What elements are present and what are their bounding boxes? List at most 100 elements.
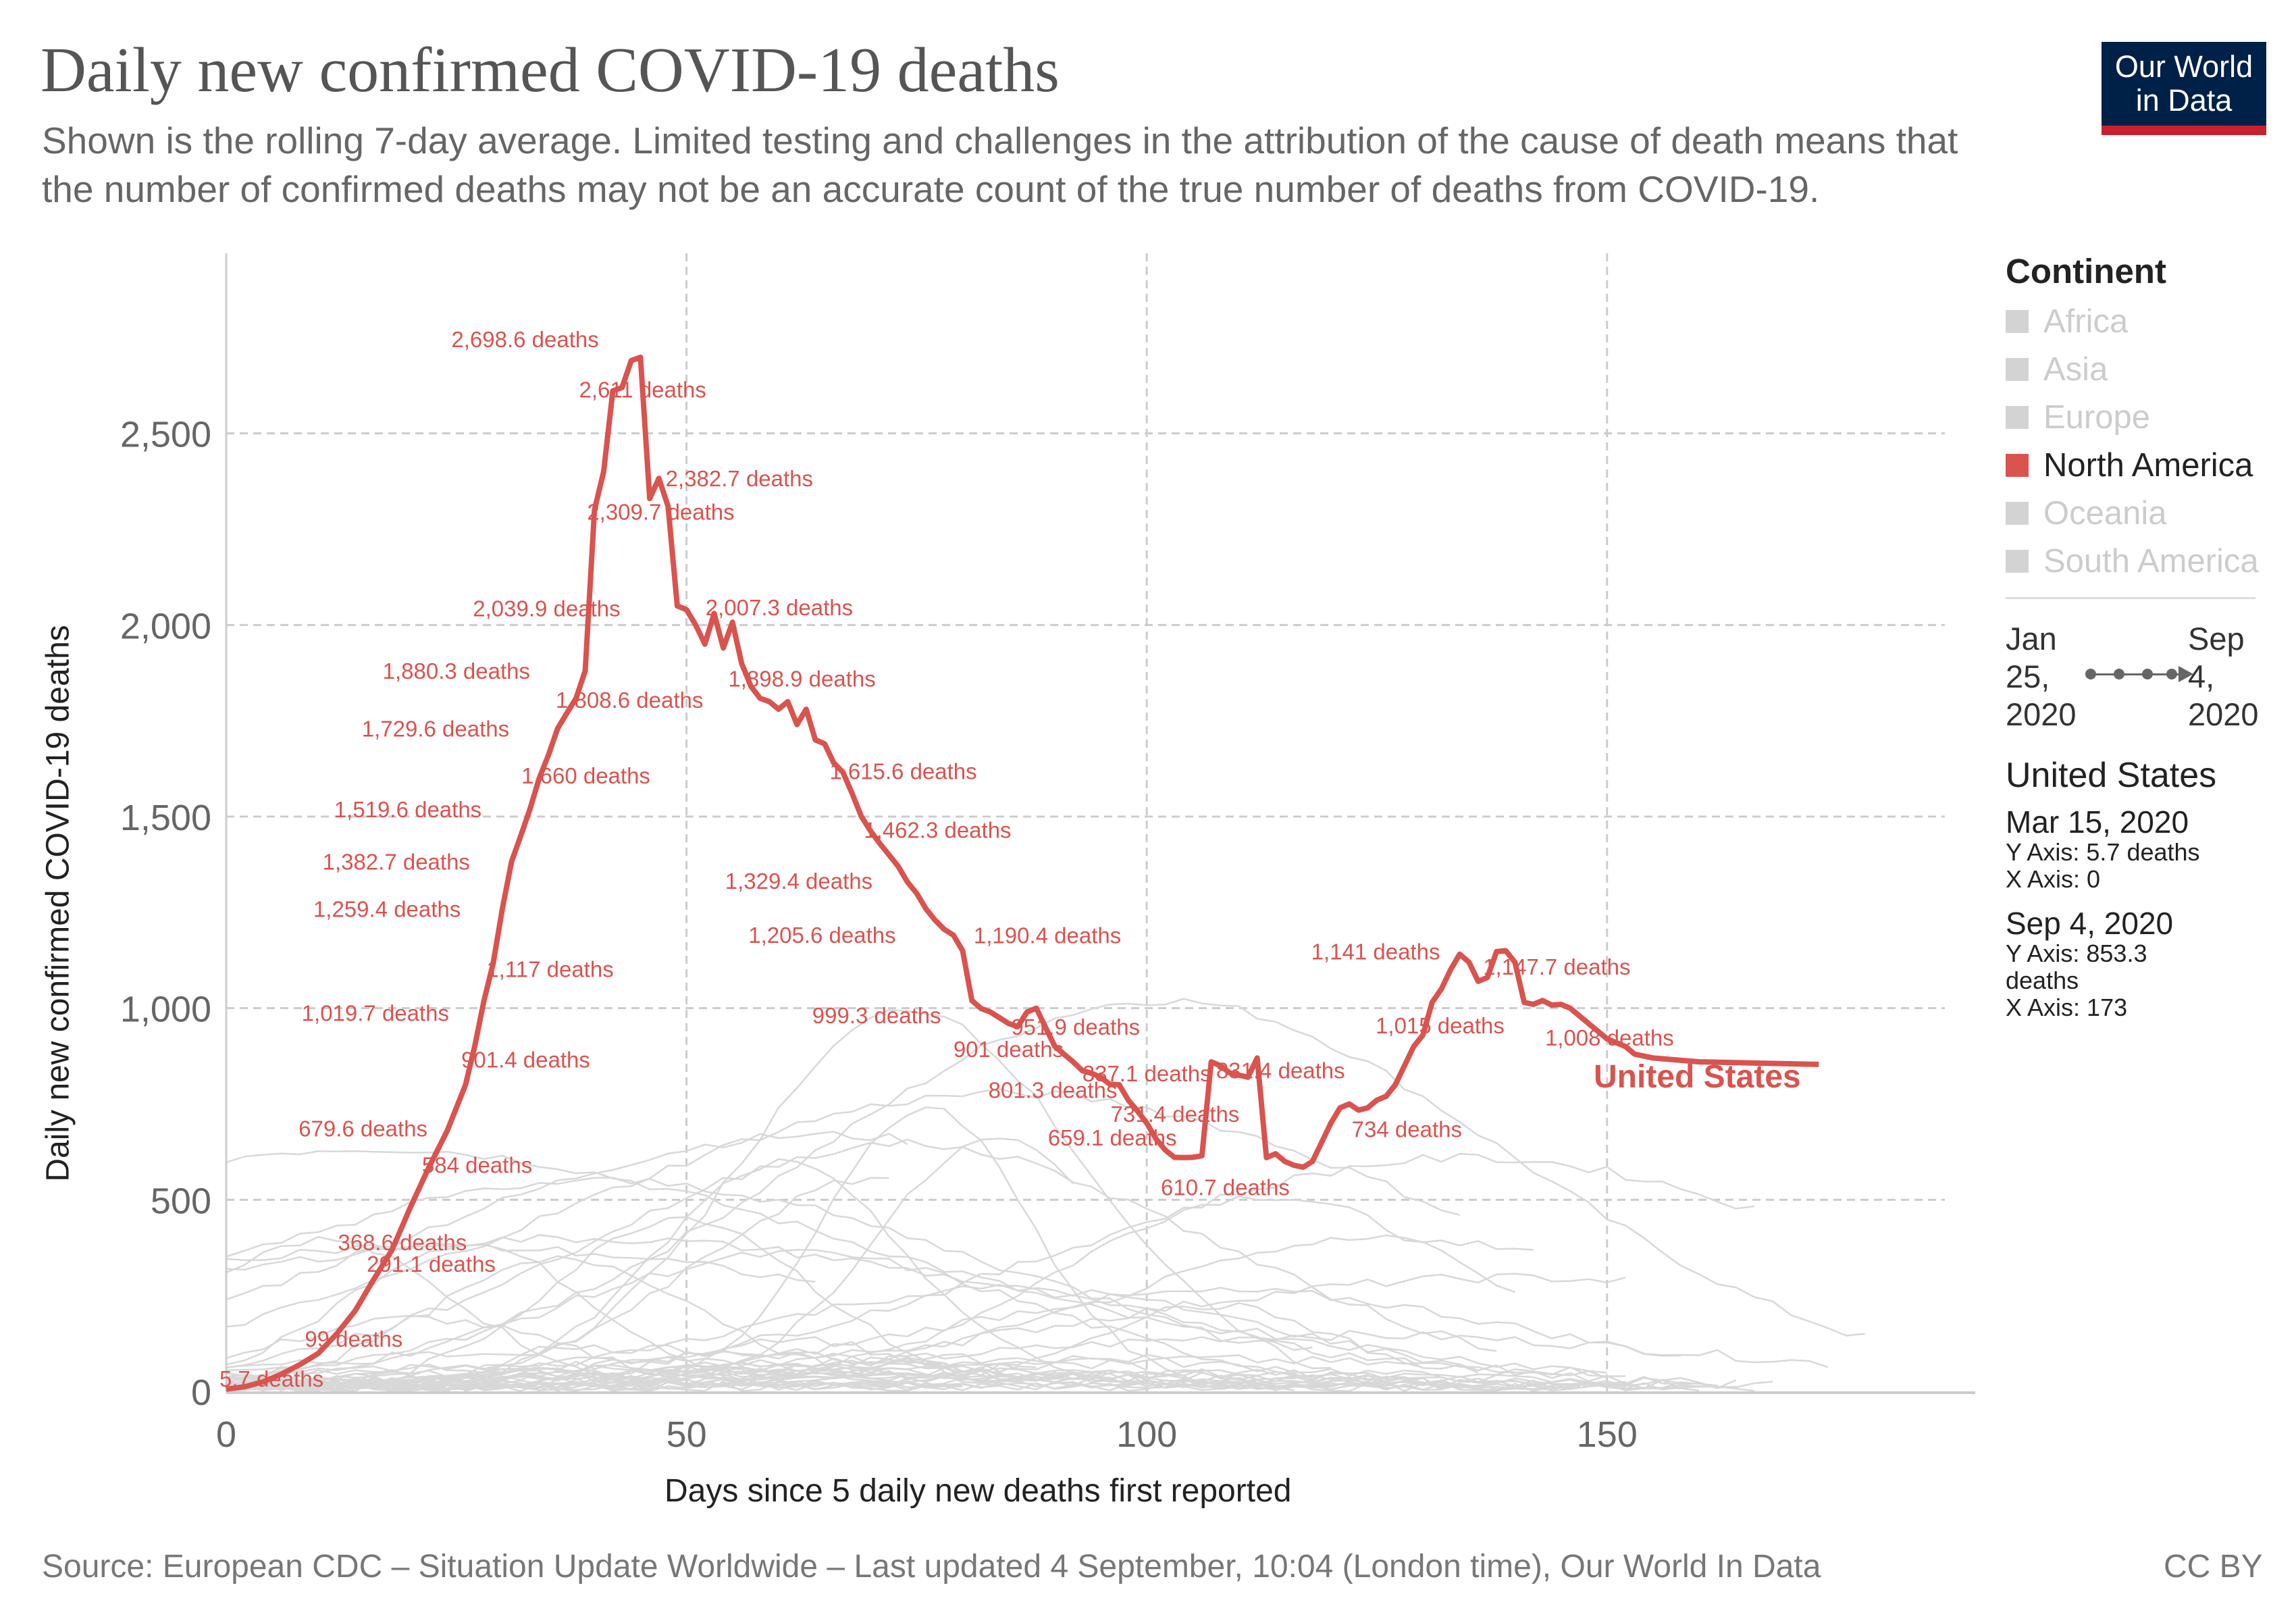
y-tick-label: 1,000	[120, 989, 211, 1030]
data-label: 2,382.7 deaths	[666, 466, 813, 491]
timeline-track[interactable]	[2091, 673, 2180, 675]
timeline-start-month: Jan	[2006, 621, 2057, 657]
license-link[interactable]: CC BY	[2164, 1549, 2263, 1585]
info-first-x: X Axis: 0	[2006, 865, 2101, 893]
chart-title: Daily new confirmed COVID-19 deaths	[41, 35, 1060, 105]
timeline-end-month: Sep	[2188, 621, 2245, 657]
chart-subtitle: Shown is the rolling 7-day average. Limi…	[42, 120, 1958, 210]
info-first-date: Mar 15, 2020	[2006, 804, 2189, 840]
background-series-line	[226, 1138, 1497, 1369]
y-tick-label: 2,000	[120, 606, 211, 646]
timeline-handle-start[interactable]	[2085, 669, 2096, 679]
legend-swatch	[2006, 358, 2029, 381]
timeline-marker	[2142, 669, 2153, 679]
data-label: 801.3 deaths	[989, 1077, 1118, 1102]
data-label: 1,615.6 deaths	[829, 758, 976, 783]
background-series-line	[226, 1243, 798, 1384]
data-label: 1,015 deaths	[1376, 1013, 1505, 1038]
timeline-start[interactable]: Jan 25, 2020	[2006, 620, 2077, 734]
data-label: 1,147.7 deaths	[1483, 954, 1630, 979]
x-axis-title: Days since 5 daily new deaths first repo…	[664, 1473, 1292, 1509]
logo-line-1: Our World	[2114, 49, 2253, 84]
data-label: 368.6 deaths	[338, 1230, 467, 1255]
info-last-y-unit: deaths	[2006, 967, 2079, 994]
data-label: 1,880.3 deaths	[383, 659, 530, 684]
info-last-date: Sep 4, 2020	[2006, 906, 2174, 941]
data-label: 584 deaths	[422, 1153, 532, 1178]
data-label: 1,141 deaths	[1311, 940, 1440, 964]
legend-swatch	[2006, 406, 2029, 429]
legend-title: Continent	[2006, 252, 2166, 290]
data-label: 1,329.4 deaths	[725, 869, 872, 894]
legend-item-europe[interactable]: Europe	[2006, 397, 2150, 438]
legend-item-north-america[interactable]: North America	[2006, 445, 2253, 486]
background-series-line	[226, 1344, 1037, 1373]
legend-item-africa[interactable]: Africa	[2006, 301, 2128, 342]
data-label: 901 deaths	[954, 1037, 1064, 1062]
data-label: 679.6 deaths	[298, 1116, 427, 1141]
legend-label: Asia	[2043, 351, 2108, 388]
legend-label: Africa	[2043, 303, 2129, 340]
legend-item-asia[interactable]: Asia	[2006, 349, 2108, 390]
info-country: United States	[2006, 756, 2217, 795]
axis-layer: 0 500 1,000 1,500 2,000 2,500 0 50 100 150	[120, 253, 1975, 1455]
data-label: 734 deaths	[1352, 1117, 1462, 1142]
timeline-end[interactable]: Sep 4, 2020	[2188, 620, 2259, 734]
data-label: 5.7 deaths	[219, 1366, 323, 1391]
background-series-line	[226, 1369, 1626, 1392]
highlight-series-layer	[226, 355, 1819, 1392]
timeline-handle-end[interactable]	[2166, 669, 2177, 679]
legend-swatch	[2006, 550, 2029, 573]
legend-label: Oceania	[2043, 495, 2167, 532]
info-first-y: Y Axis: 5.7 deaths	[2006, 838, 2200, 866]
background-series-line	[226, 1255, 889, 1380]
x-tick-label: 50	[667, 1414, 707, 1455]
logo-stripe	[2102, 126, 2266, 135]
timeline-start-day: 25,	[2006, 659, 2050, 694]
background-series-line	[226, 1177, 1313, 1352]
data-label: 1,008 deaths	[1545, 1025, 1674, 1050]
logo-line-2: in Data	[2135, 83, 2233, 118]
data-label: 1,019.7 deaths	[302, 1000, 449, 1025]
timeline-end-day: 4,	[2188, 659, 2215, 694]
data-label: 1,117 deaths	[486, 956, 613, 981]
background-series-line	[226, 1369, 1626, 1392]
legend-swatch	[2006, 310, 2029, 333]
background-series-line	[226, 1137, 1074, 1393]
timeline-arrow-icon	[2178, 666, 2193, 682]
data-label: 1,808.6 deaths	[556, 688, 703, 713]
legend-item-oceania[interactable]: Oceania	[2006, 493, 2167, 534]
data-label: 1,462.3 deaths	[864, 817, 1011, 842]
y-tick-label: 0	[191, 1372, 211, 1413]
background-series-line	[226, 1158, 1626, 1392]
data-label: 1,519.6 deaths	[334, 797, 481, 822]
y-tick-label: 2,500	[120, 415, 211, 455]
legend-item-south-america[interactable]: South America	[2006, 541, 2259, 582]
data-label: 2,039.9 deaths	[473, 596, 620, 621]
data-label: 1,190.4 deaths	[974, 923, 1121, 948]
background-series-line	[226, 1177, 889, 1392]
owid-logo[interactable]: Our World in Data	[2102, 42, 2266, 135]
y-axis-title: Daily new confirmed COVID-19 deaths	[40, 625, 76, 1182]
background-series-line	[226, 1234, 1607, 1374]
data-label: 731.4 deaths	[1111, 1102, 1240, 1127]
timeline-start-year: 2020	[2006, 696, 2077, 732]
legend-swatch	[2006, 502, 2029, 525]
background-series-line	[226, 1106, 1461, 1392]
info-last-y: Y Axis: 853.3	[2006, 940, 2147, 967]
data-label: 2,698.6 deaths	[451, 327, 598, 352]
data-label: 610.7 deaths	[1161, 1175, 1290, 1200]
background-series-layer	[226, 998, 1865, 1393]
data-label: 1,382.7 deaths	[323, 850, 470, 875]
data-label: 291.1 deaths	[367, 1252, 496, 1277]
timeline-marker	[2114, 669, 2124, 679]
background-series-line	[226, 1087, 1460, 1328]
data-label: 1,205.6 deaths	[748, 923, 895, 948]
source-note[interactable]: Source: European CDC – Situation Update …	[42, 1549, 1821, 1585]
x-tick-label: 0	[216, 1414, 236, 1455]
data-label: 1,660 deaths	[521, 763, 650, 788]
data-label: 2,007.3 deaths	[706, 595, 853, 620]
data-label: 1,259.4 deaths	[313, 896, 461, 921]
